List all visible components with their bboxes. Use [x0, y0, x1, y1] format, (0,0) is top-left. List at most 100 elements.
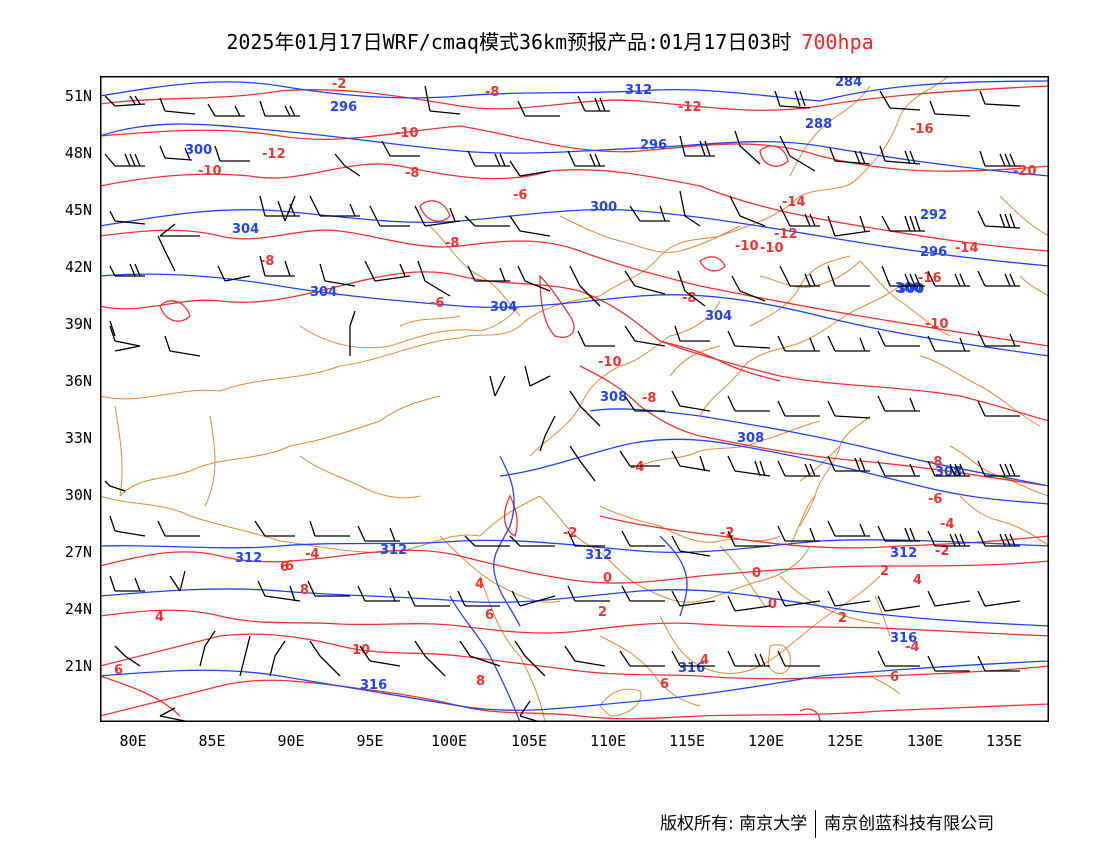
temperature-label: -8: [642, 391, 656, 406]
wind-barb: [779, 205, 820, 227]
wind-barb: [307, 580, 350, 597]
wind-barb: [877, 330, 920, 347]
temperature-label: 8: [300, 583, 309, 598]
wind-barb: [457, 590, 500, 607]
wind-barb: [109, 320, 141, 352]
temperature-label: 4: [475, 577, 484, 592]
wind-barb: [621, 585, 665, 602]
org-nju: 南京大学: [739, 814, 808, 834]
wind-barbs: [104, 85, 1021, 722]
temperature-label: 2: [880, 564, 889, 579]
wind-barb: [207, 103, 245, 117]
lat-label: 39N: [64, 315, 92, 333]
wind-barb: [777, 525, 820, 542]
lon-label: 80E: [119, 732, 147, 750]
wind-barb: [729, 195, 766, 227]
temperature-label: 2: [598, 605, 607, 620]
wind-barb: [509, 535, 555, 547]
wind-barb: [539, 415, 556, 452]
wind-barb: [727, 530, 770, 547]
lat-label: 21N: [64, 657, 92, 675]
wind-barb: [239, 635, 251, 677]
chart-title: 2025年01月17日WRF/cmaq模式36km预报产品:01月17日03时 7…: [0, 26, 1100, 55]
temperature-label: -12: [678, 100, 702, 115]
wind-barb: [517, 265, 551, 292]
wind-barb: [259, 255, 295, 277]
temperature-label: -8: [485, 85, 499, 100]
temperature-label: -10: [735, 239, 759, 254]
wind-barb: [517, 100, 560, 117]
temperature-label: 6: [280, 560, 289, 575]
wind-barb: [104, 480, 126, 492]
wind-barb: [277, 195, 296, 222]
temperature-label: -6: [513, 188, 527, 203]
lat-label: 36N: [64, 372, 92, 390]
wind-barb: [727, 330, 771, 349]
wind-barb: [929, 100, 971, 117]
wind-barb: [369, 205, 410, 227]
wind-barb: [877, 395, 920, 412]
wind-barb: [827, 400, 871, 419]
wind-barb: [157, 520, 200, 537]
lon-label: 125E: [826, 732, 864, 750]
wind-barb: [564, 645, 606, 667]
temperature-label: 6: [485, 608, 494, 623]
temperature-label: 4: [155, 610, 164, 625]
copyright-label: 版权所有:: [660, 814, 734, 834]
temperature-label: 6: [114, 663, 123, 678]
wind-barb: [567, 585, 610, 602]
wind-barb: [777, 400, 820, 417]
temperature-label: -14: [782, 195, 806, 210]
height-label: 304: [705, 309, 732, 324]
temperature-label: -8: [682, 291, 696, 306]
wind-barb: [674, 325, 710, 342]
temperature-label: -8: [260, 254, 274, 269]
wind-barb: [159, 145, 193, 161]
wind-barb: [979, 150, 1020, 167]
lon-label: 100E: [430, 732, 468, 750]
temperature-label: -2: [935, 544, 949, 559]
temperature-label: -10: [760, 241, 784, 256]
temperature-label: -10: [925, 317, 949, 332]
temperature-label: -10: [198, 164, 222, 179]
height-label: 292: [920, 208, 947, 223]
height-label: 296: [640, 138, 667, 153]
height-label: 312: [380, 543, 407, 558]
wind-barb: [414, 640, 446, 677]
wind-barb: [827, 335, 870, 352]
temperature-label: -6: [928, 492, 942, 507]
height-label: 300: [895, 281, 922, 296]
copyright: 版权所有: 南京大学 南京创蓝科技有限公司: [660, 809, 994, 838]
wind-barb: [114, 645, 141, 667]
temperature-label: -12: [774, 227, 798, 242]
temperature-label: 6: [890, 670, 899, 685]
wind-barb: [514, 640, 546, 677]
temperature-label: 0: [752, 566, 761, 581]
wind-barb: [417, 260, 451, 297]
wind-barb: [569, 390, 601, 427]
wind-barb: [977, 210, 1021, 229]
wind-barb: [109, 263, 145, 277]
temperature-label: -8: [928, 455, 942, 470]
wind-barb: [519, 700, 541, 722]
wind-barb: [679, 190, 701, 227]
wind-barb: [827, 590, 871, 607]
wind-barb: [349, 310, 356, 356]
temperature-label: 8: [476, 674, 485, 689]
wind-barb: [259, 100, 300, 117]
wind-barb: [671, 590, 716, 607]
wind-barb: [624, 395, 665, 412]
wind-barb: [334, 153, 361, 177]
wind-barb: [979, 90, 1021, 107]
wind-barb: [467, 150, 510, 167]
org-chuanglan: 南京创蓝科技有限公司: [824, 814, 995, 834]
temperature-label: -2: [563, 526, 577, 541]
temperature-label: -4: [630, 460, 644, 475]
wind-barb: [779, 265, 820, 287]
wind-barb: [357, 585, 400, 602]
temperature-label: -16: [918, 271, 942, 286]
lat-label: 27N: [64, 543, 92, 561]
wind-barb: [977, 330, 1020, 347]
wind-barb: [567, 150, 605, 167]
temperature-label: 2: [838, 611, 847, 626]
